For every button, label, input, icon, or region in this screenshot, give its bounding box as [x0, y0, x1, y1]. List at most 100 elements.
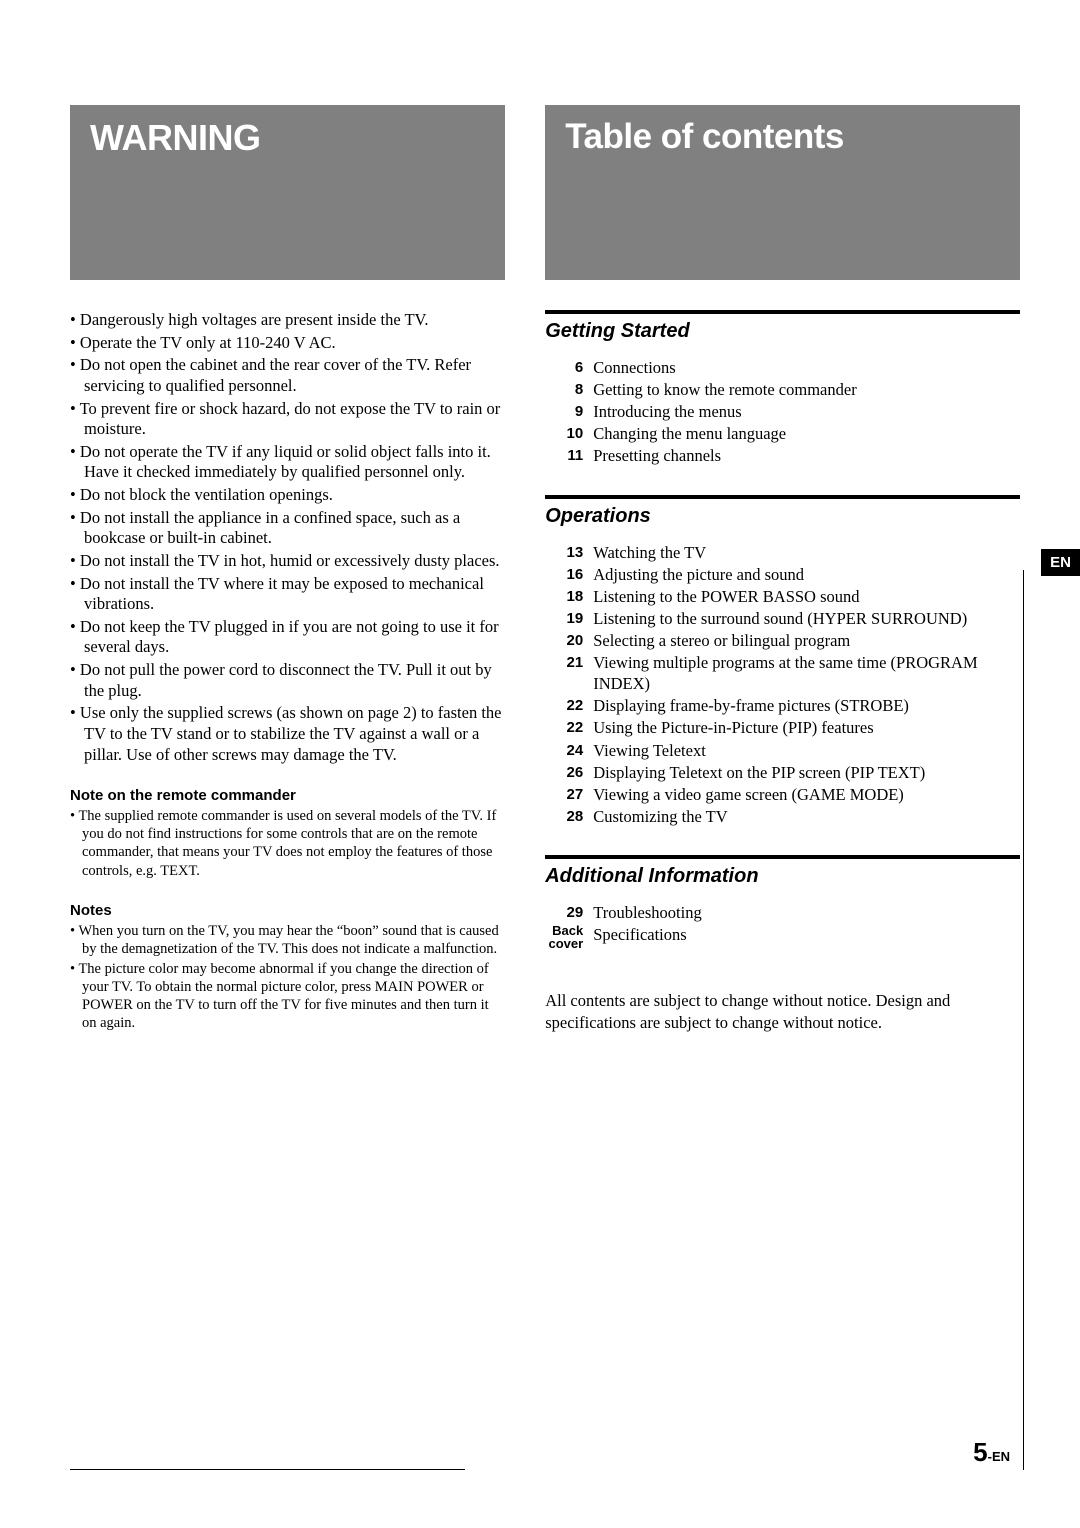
- toc-text: Specifications: [593, 924, 1020, 950]
- toc-text: Listening to the surround sound (HYPER S…: [593, 608, 1020, 629]
- toc-column: Table of contents Getting Started 6Connec…: [545, 105, 1020, 1034]
- page-number-main: 5: [973, 1437, 987, 1467]
- toc-text: Connections: [593, 357, 1020, 378]
- section-heading: Additional Information: [545, 865, 1020, 888]
- footer-rule: [70, 1469, 465, 1470]
- toc-item: Back coverSpecifications: [545, 924, 1020, 950]
- note-item: The supplied remote commander is used on…: [70, 807, 505, 880]
- toc-page: 28: [545, 806, 593, 827]
- toc-text: Customizing the TV: [593, 806, 1020, 827]
- toc-title: Table of contents: [565, 117, 1000, 157]
- toc-item: 13Watching the TV: [545, 542, 1020, 563]
- toc-page: 18: [545, 586, 593, 607]
- toc-item: 21Viewing multiple programs at the same …: [545, 652, 1020, 694]
- notes-heading: Notes: [70, 902, 505, 919]
- toc-item: 18Listening to the POWER BASSO sound: [545, 586, 1020, 607]
- toc-item: 22Using the Picture-in-Picture (PIP) fea…: [545, 717, 1020, 738]
- note-remote-list: The supplied remote commander is used on…: [70, 807, 505, 880]
- toc-text: Selecting a stereo or bilingual program: [593, 630, 1020, 651]
- section-heading: Operations: [545, 505, 1020, 528]
- toc-page: 20: [545, 630, 593, 651]
- toc-item: 22Displaying frame-by-frame pictures (ST…: [545, 695, 1020, 716]
- toc-text: Introducing the menus: [593, 401, 1020, 422]
- toc-page: 16: [545, 564, 593, 585]
- toc-text: Using the Picture-in-Picture (PIP) featu…: [593, 717, 1020, 738]
- warning-item: Do not block the ventilation openings.: [70, 485, 505, 506]
- notes-list: When you turn on the TV, you may hear th…: [70, 922, 505, 1033]
- note-item: The picture color may become abnormal if…: [70, 960, 505, 1033]
- toc-item: 20Selecting a stereo or bilingual progra…: [545, 630, 1020, 651]
- toc-list: 13Watching the TV16Adjusting the picture…: [545, 542, 1020, 827]
- warning-column: WARNING Dangerously high voltages are pr…: [70, 105, 505, 1034]
- section-rule: [545, 495, 1020, 499]
- note-remote-heading: Note on the remote commander: [70, 787, 505, 804]
- toc-page: 29: [545, 902, 593, 923]
- warning-item: Use only the supplied screws (as shown o…: [70, 703, 505, 765]
- warning-item: Do not keep the TV plugged in if you are…: [70, 617, 505, 658]
- toc-list: 6Connections8Getting to know the remote …: [545, 357, 1020, 467]
- warning-item: Do not pull the power cord to disconnect…: [70, 660, 505, 701]
- warning-item: Do not install the TV where it may be ex…: [70, 574, 505, 615]
- toc-page: 22: [545, 695, 593, 716]
- toc-text: Changing the menu language: [593, 423, 1020, 444]
- toc-item: 9Introducing the menus: [545, 401, 1020, 422]
- toc-text: Troubleshooting: [593, 902, 1020, 923]
- section-heading: Getting Started: [545, 320, 1020, 343]
- toc-text: Displaying frame-by-frame pictures (STRO…: [593, 695, 1020, 716]
- toc-item: 27Viewing a video game screen (GAME MODE…: [545, 784, 1020, 805]
- toc-sections: Getting Started 6Connections8Getting to k…: [545, 310, 1020, 950]
- toc-page: 21: [545, 652, 593, 694]
- toc-item: 11Presetting channels: [545, 445, 1020, 466]
- toc-item: 16Adjusting the picture and sound: [545, 564, 1020, 585]
- toc-page: 19: [545, 608, 593, 629]
- toc-page: 8: [545, 379, 593, 400]
- section-rule: [545, 310, 1020, 314]
- warning-item: Do not install the appliance in a confin…: [70, 508, 505, 549]
- warning-item: Do not open the cabinet and the rear cov…: [70, 355, 505, 396]
- toc-page: Back cover: [545, 924, 593, 950]
- toc-page: 24: [545, 740, 593, 761]
- toc-page: 27: [545, 784, 593, 805]
- toc-text: Getting to know the remote commander: [593, 379, 1020, 400]
- toc-item: 19Listening to the surround sound (HYPER…: [545, 608, 1020, 629]
- toc-header: Table of contents: [545, 105, 1020, 280]
- toc-item: 8Getting to know the remote commander: [545, 379, 1020, 400]
- page-number-suffix: -EN: [988, 1449, 1010, 1464]
- toc-item: 10Changing the menu language: [545, 423, 1020, 444]
- toc-page: 6: [545, 357, 593, 378]
- toc-page: 13: [545, 542, 593, 563]
- toc-text: Displaying Teletext on the PIP screen (P…: [593, 762, 1020, 783]
- toc-item: 29Troubleshooting: [545, 902, 1020, 923]
- warning-list: Dangerously high voltages are present in…: [70, 310, 505, 765]
- toc-text: Watching the TV: [593, 542, 1020, 563]
- warning-item: Do not install the TV in hot, humid or e…: [70, 551, 505, 572]
- toc-text: Viewing Teletext: [593, 740, 1020, 761]
- toc-item: 24Viewing Teletext: [545, 740, 1020, 761]
- warning-item: To prevent fire or shock hazard, do not …: [70, 399, 505, 440]
- toc-list: 29TroubleshootingBack coverSpecification…: [545, 902, 1020, 950]
- disclaimer: All contents are subject to change witho…: [545, 990, 1020, 1033]
- toc-page: 26: [545, 762, 593, 783]
- toc-item: 6Connections: [545, 357, 1020, 378]
- toc-page: 10: [545, 423, 593, 444]
- section-rule: [545, 855, 1020, 859]
- side-line: [1023, 570, 1024, 1470]
- toc-page: 9: [545, 401, 593, 422]
- toc-page: 11: [545, 445, 593, 466]
- warning-header: WARNING: [70, 105, 505, 280]
- warning-item: Dangerously high voltages are present in…: [70, 310, 505, 331]
- language-tab: EN: [1041, 549, 1080, 576]
- toc-item: 28Customizing the TV: [545, 806, 1020, 827]
- toc-text: Viewing a video game screen (GAME MODE): [593, 784, 1020, 805]
- toc-text: Listening to the POWER BASSO sound: [593, 586, 1020, 607]
- toc-text: Presetting channels: [593, 445, 1020, 466]
- warning-item: Do not operate the TV if any liquid or s…: [70, 442, 505, 483]
- toc-text: Adjusting the picture and sound: [593, 564, 1020, 585]
- toc-item: 26Displaying Teletext on the PIP screen …: [545, 762, 1020, 783]
- toc-text: Viewing multiple programs at the same ti…: [593, 652, 1020, 694]
- warning-title: WARNING: [90, 117, 485, 159]
- toc-page: 22: [545, 717, 593, 738]
- note-item: When you turn on the TV, you may hear th…: [70, 922, 505, 958]
- warning-item: Operate the TV only at 110-240 V AC.: [70, 333, 505, 354]
- page-number: 5-EN: [973, 1437, 1010, 1468]
